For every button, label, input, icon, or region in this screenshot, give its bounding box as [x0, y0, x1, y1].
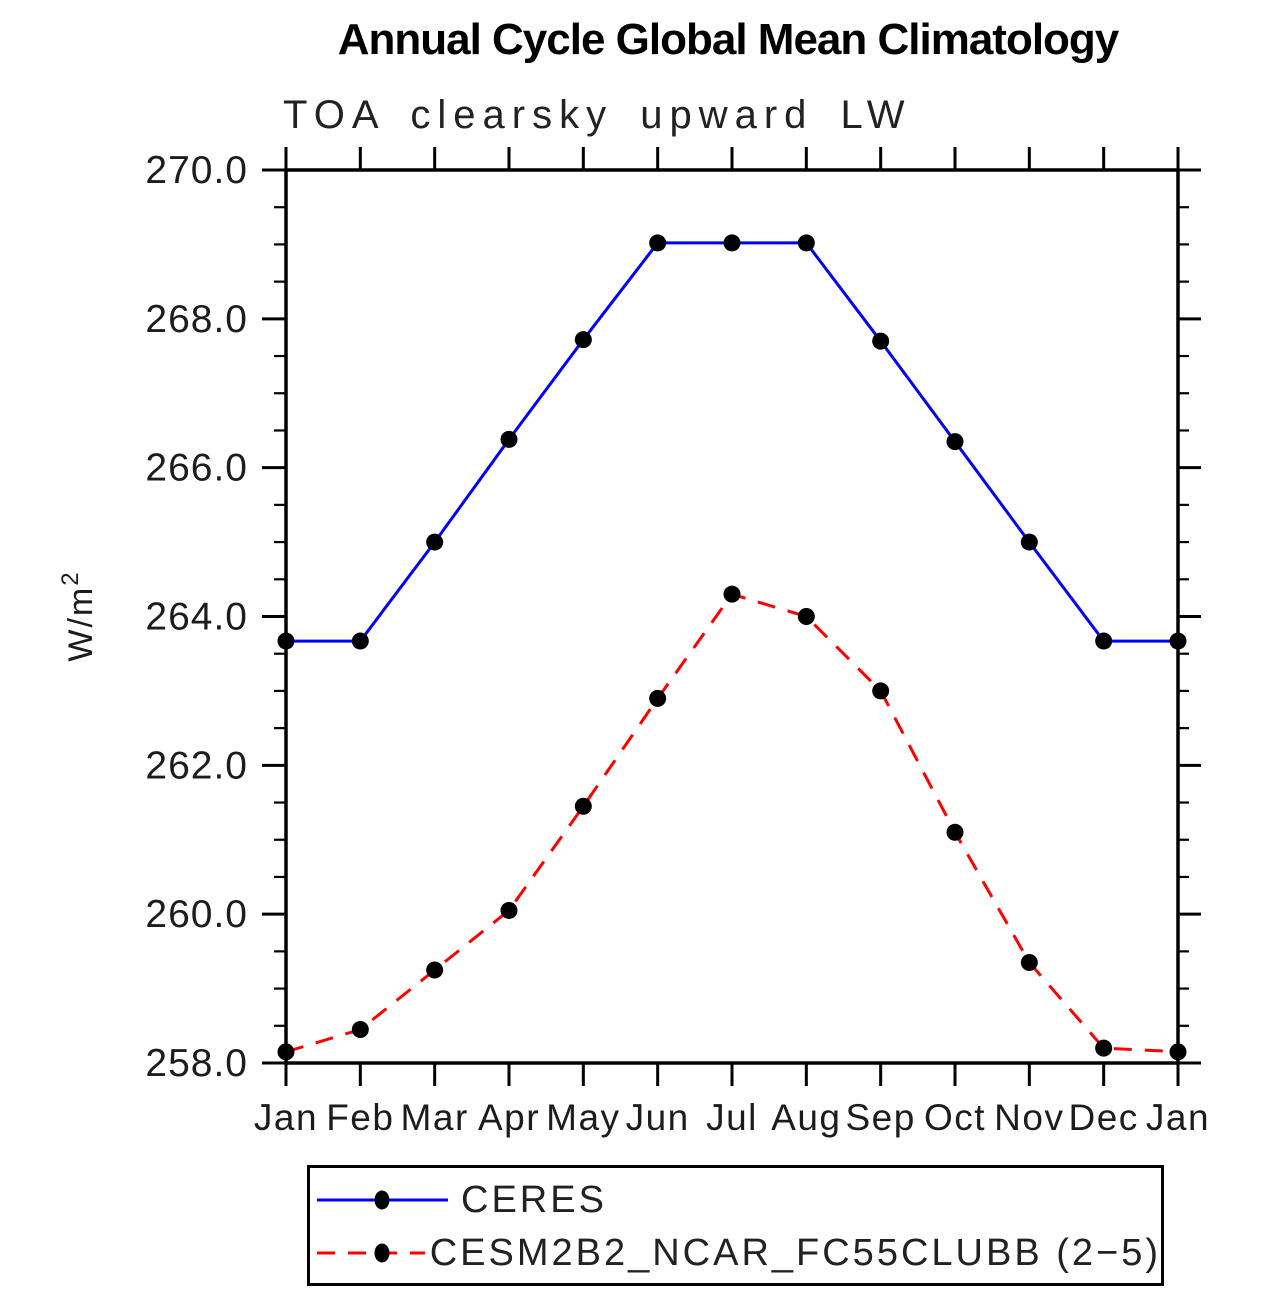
y-tick-label: 258.0 — [145, 1042, 248, 1085]
legend-row-cesm: CESM2B2_NCAR_FC55CLUBB (2−5) — [310, 1226, 1161, 1279]
x-tick-label: May — [546, 1097, 620, 1138]
x-tick-label: Feb — [326, 1097, 394, 1138]
x-tick-label: Apr — [478, 1097, 540, 1138]
data-point-marker-cesm — [277, 1043, 295, 1061]
data-point-marker-cesm — [1169, 1043, 1187, 1061]
x-tick-label: Aug — [771, 1097, 841, 1138]
y-tick-label: 266.0 — [145, 447, 248, 490]
x-tick-label: Jun — [626, 1097, 690, 1138]
data-point-marker-ceres — [277, 632, 295, 650]
data-point-marker-ceres — [426, 533, 444, 551]
legend-marker-cesm — [374, 1243, 390, 1263]
data-point-marker-ceres — [797, 234, 815, 252]
x-tick-label: Jan — [254, 1097, 318, 1138]
data-point-marker-cesm — [723, 585, 741, 603]
legend-label-cesm: CESM2B2_NCAR_FC55CLUBB (2−5) — [429, 1231, 1161, 1274]
legend-line-sample-cesm — [317, 1243, 425, 1263]
data-point-marker-ceres — [500, 430, 518, 448]
legend-label-ceres: CERES — [461, 1178, 607, 1221]
data-point-marker-cesm — [1020, 954, 1038, 972]
data-point-marker-ceres — [1169, 632, 1187, 650]
data-point-marker-cesm — [946, 823, 964, 841]
data-point-marker-ceres — [574, 331, 592, 349]
x-tick-label: Sep — [845, 1097, 915, 1138]
data-point-marker-ceres — [1095, 632, 1113, 650]
chart-subtitle: TOA clearsky upward LW — [283, 93, 912, 137]
x-tick-label: Nov — [994, 1097, 1064, 1138]
data-point-marker-cesm — [351, 1021, 369, 1039]
y-tick-label: 260.0 — [145, 893, 248, 936]
legend-box: CERES CESM2B2_NCAR_FC55CLUBB (2−5) — [307, 1165, 1164, 1286]
y-axis-title: W/m2 — [57, 570, 100, 661]
data-point-marker-ceres — [1020, 533, 1038, 551]
legend-line-sample-ceres — [317, 1190, 448, 1210]
data-point-marker-ceres — [649, 234, 667, 252]
data-point-marker-cesm — [574, 797, 592, 815]
data-point-marker-ceres — [723, 234, 741, 252]
y-tick-label: 270.0 — [145, 149, 248, 192]
y-axis-title-base: W/m — [62, 586, 100, 662]
data-point-marker-cesm — [872, 682, 890, 700]
series-line-cesm — [285, 592, 1179, 1054]
x-tick-label: Jul — [706, 1097, 758, 1138]
series-line-ceres — [286, 241, 1178, 643]
y-tick-label: 262.0 — [145, 744, 248, 787]
data-point-marker-ceres — [946, 433, 964, 451]
legend-row-ceres: CERES — [310, 1173, 1161, 1226]
data-point-marker-cesm — [426, 961, 444, 979]
x-tick-label: Mar — [401, 1097, 469, 1138]
data-point-marker-ceres — [351, 632, 369, 650]
data-point-marker-cesm — [500, 901, 518, 919]
x-tick-label: Dec — [1069, 1097, 1139, 1138]
chart-canvas: W/m2 258.0 260.0 262.0 264.0 266.0 268.0 270.0… — [57, 147, 1210, 1138]
chart-title: Annual Cycle Global Mean Climatology — [337, 15, 1120, 64]
x-tick-label: Oct — [924, 1097, 986, 1138]
axis-frame — [284, 168, 1180, 1065]
data-point-marker-cesm — [1095, 1039, 1113, 1057]
y-tick-label: 264.0 — [145, 596, 248, 639]
data-point-marker-cesm — [649, 689, 667, 707]
data-point-marker-cesm — [797, 608, 815, 625]
data-point-marker-ceres — [872, 332, 890, 350]
y-tick-label: 268.0 — [145, 298, 248, 341]
y-axis-title-exponent: 2 — [57, 570, 84, 585]
x-tick-label: Jan — [1146, 1097, 1210, 1138]
legend-marker-ceres — [374, 1190, 390, 1210]
